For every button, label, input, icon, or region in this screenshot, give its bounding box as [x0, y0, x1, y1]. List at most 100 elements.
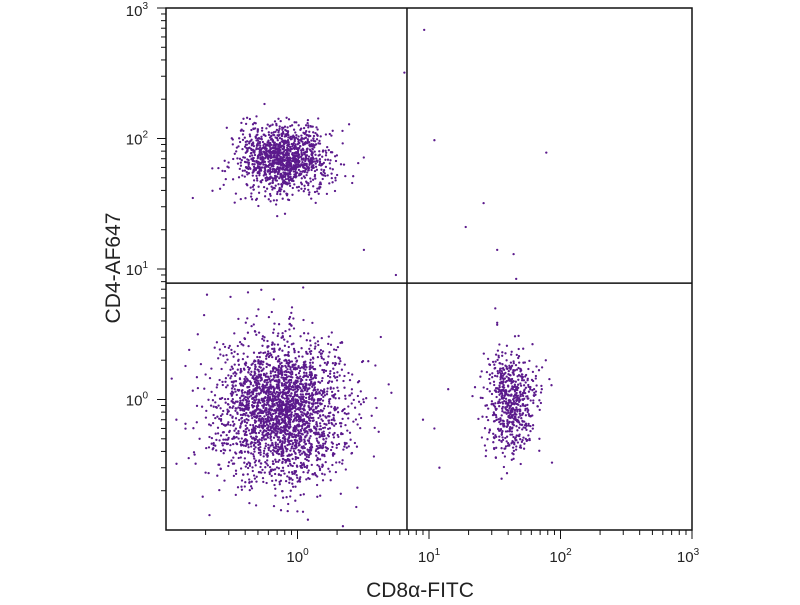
event-dot-population-2 [211, 189, 214, 192]
event-dot-population-3 [525, 439, 528, 443]
event-dot-population-1 [229, 443, 232, 447]
event-dot-population-3 [506, 441, 510, 445]
event-dot-population-3 [488, 363, 492, 367]
event-dot-population-1 [250, 390, 254, 393]
event-dot-population-1 [266, 397, 269, 400]
event-dot-population-2 [318, 160, 322, 163]
event-dot-population-3 [522, 384, 526, 387]
event-dot-population-1 [279, 370, 283, 374]
event-dot-population-1 [313, 386, 316, 389]
event-dot-population-2 [243, 145, 247, 148]
event-dot-population-2 [242, 129, 245, 133]
event-dot-population-2 [225, 126, 228, 129]
event-dot-population-1 [318, 468, 322, 472]
event-dot-population-1 [308, 408, 311, 412]
event-dot-population-1 [214, 444, 217, 447]
event-dot-population-1 [321, 399, 325, 402]
event-dot-population-2 [260, 153, 264, 156]
event-dot-population-3 [513, 383, 517, 386]
event-dot-population-1 [302, 286, 305, 289]
event-dot-population-2 [257, 204, 260, 208]
event-dot-population-2 [240, 121, 243, 125]
event-dot-population-1 [241, 357, 245, 361]
event-dot-population-1 [329, 387, 332, 390]
event-dot-sparse [198, 437, 201, 440]
event-dot-population-1 [306, 471, 309, 474]
event-dot-population-3 [505, 344, 509, 347]
event-dot-population-1 [229, 295, 232, 299]
event-dot-population-1 [295, 464, 299, 467]
event-dot-population-2 [313, 169, 317, 173]
event-dot-population-3 [511, 423, 514, 426]
event-dot-population-1 [330, 380, 334, 383]
event-dot-population-2 [303, 166, 306, 170]
event-dot-population-1 [246, 473, 249, 476]
event-dot-population-1 [307, 425, 311, 429]
event-dot-population-1 [341, 408, 345, 412]
event-dot-population-1 [294, 451, 297, 455]
event-dot-population-2 [316, 128, 319, 131]
event-dot-population-2 [238, 157, 242, 160]
event-dot-sparse [433, 427, 436, 430]
event-dot-population-1 [220, 367, 223, 371]
event-dot-population-1 [284, 358, 287, 362]
event-dot-population-1 [305, 434, 308, 437]
event-dot-population-2 [293, 156, 296, 160]
event-dot-population-2 [276, 214, 279, 218]
event-dot-population-1 [267, 391, 270, 395]
event-dot-population-1 [243, 432, 247, 436]
event-dot-population-1 [344, 423, 347, 427]
event-dot-population-1 [175, 462, 178, 465]
event-dot-population-1 [355, 445, 359, 448]
event-dot-population-2 [275, 122, 278, 126]
event-dot-population-1 [322, 371, 326, 374]
event-dot-population-2 [329, 159, 332, 162]
event-dot-population-1 [205, 293, 209, 296]
event-dot-population-2 [261, 126, 264, 130]
event-dot-population-1 [254, 441, 257, 445]
event-dot-population-3 [515, 406, 518, 409]
event-dot-population-3 [524, 386, 528, 389]
event-dot-population-2 [272, 160, 275, 163]
event-dot-population-2 [313, 190, 317, 194]
event-dot-population-2 [288, 171, 292, 174]
event-dot-population-1 [309, 364, 312, 367]
event-dot-population-2 [231, 138, 234, 141]
event-dot-population-1 [235, 442, 238, 445]
event-dot-population-1 [288, 400, 292, 403]
event-dot-population-2 [271, 181, 275, 184]
event-dot-population-2 [284, 171, 287, 174]
event-dot-population-3 [515, 445, 518, 448]
event-dot-population-2 [305, 150, 308, 153]
event-dot-population-1 [333, 431, 336, 435]
event-dot-population-1 [284, 386, 287, 390]
event-dot-population-2 [247, 167, 250, 171]
event-dot-population-1 [272, 366, 275, 369]
event-dot-population-1 [296, 476, 299, 479]
event-dot-population-2 [241, 138, 245, 142]
event-dot-population-1 [224, 438, 227, 441]
event-dot-population-2 [279, 119, 282, 123]
event-dot-population-2 [301, 161, 304, 164]
event-dot-population-1 [258, 426, 261, 429]
event-dot-population-1 [316, 495, 319, 498]
event-dot-population-1 [243, 337, 246, 340]
event-dot-population-1 [307, 459, 310, 463]
event-dot-population-1 [301, 407, 305, 411]
event-dot-population-1 [299, 393, 302, 396]
event-dot-population-1 [333, 372, 336, 375]
event-dot-population-1 [326, 434, 330, 437]
event-dot-population-1 [222, 409, 225, 413]
event-dot-population-1 [281, 390, 285, 393]
event-dot-population-1 [255, 389, 258, 392]
event-dot-population-1 [250, 452, 253, 455]
event-dot-population-3 [539, 401, 543, 405]
event-dot-population-1 [321, 479, 325, 482]
event-dot-population-1 [248, 478, 251, 481]
event-dot-population-2 [238, 167, 241, 171]
event-dot-population-2 [245, 143, 249, 146]
event-dot-population-1 [245, 440, 248, 443]
event-dot-population-2 [306, 139, 309, 143]
event-dot-population-3 [508, 364, 511, 367]
event-dot-population-2 [257, 191, 261, 194]
